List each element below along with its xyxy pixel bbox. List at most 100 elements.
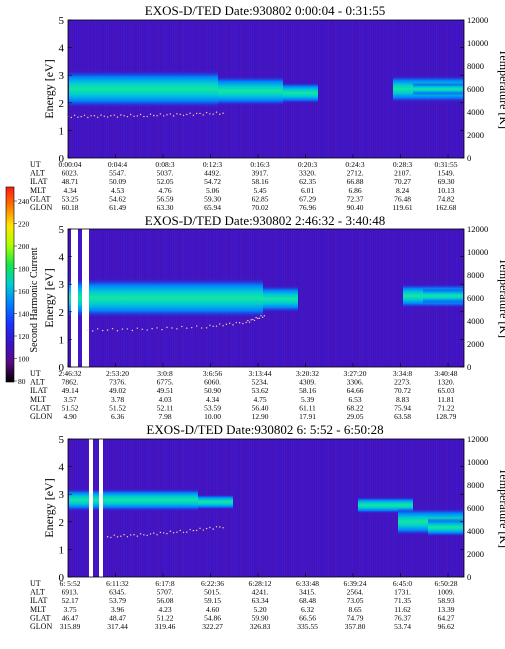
temperature-point <box>191 326 193 329</box>
orbit-table-cell: 8.65 <box>348 605 361 614</box>
orbit-table-cell: 4.75 <box>253 395 266 404</box>
orbit-table-cell: 62.85 <box>252 194 269 203</box>
energy-tick-label: 2 <box>59 98 65 110</box>
orbit-table-cell: 11.62 <box>394 605 411 614</box>
temperature-point <box>222 325 224 327</box>
cold-ion-band <box>428 518 463 537</box>
panel-3-temperature-ticks: 0 2000 4000 6000 8000 10000 12000 <box>467 434 488 582</box>
temperature-point <box>250 319 252 321</box>
orbit-table-cell: 66.88 <box>347 177 364 186</box>
temperature-point <box>101 329 104 332</box>
temperature-point <box>163 115 165 117</box>
temperature-point <box>196 325 198 327</box>
panel-1-spectrogram <box>67 20 464 158</box>
orbit-table-cell: 0:20:3 <box>298 160 317 169</box>
orbit-table-cell: 6060. <box>204 378 221 387</box>
orbit-table-cell: 56.40 <box>252 403 269 412</box>
orbit-table-cell: 56.08 <box>157 596 174 605</box>
temperature-point <box>136 115 138 117</box>
orbit-table-cell: 70.02 <box>252 203 269 212</box>
orbit-table-cell: 2564. <box>347 588 364 597</box>
cold-ion-band <box>263 285 298 313</box>
temperature-point <box>166 114 168 116</box>
orbit-table-cell: 6:33:48 <box>296 579 319 588</box>
orbit-table-cell: 50.90 <box>204 386 221 395</box>
temperature-point <box>189 528 191 531</box>
orbit-table-cell: 4309. <box>299 378 316 387</box>
temperature-point <box>219 323 221 325</box>
orbit-row-label: ILAT <box>30 386 47 395</box>
colorbar-tick-label: 100 <box>18 355 30 364</box>
orbit-table-cell: 3.57 <box>63 395 76 404</box>
temperature-point <box>116 116 119 118</box>
colorbar-tick-label: 80 <box>18 377 26 386</box>
temperature-point <box>179 113 181 116</box>
temperature-point <box>257 317 259 320</box>
data-gap <box>89 439 93 577</box>
temperature-point <box>139 533 142 535</box>
orbit-table-cell: 5547. <box>109 169 126 178</box>
temperature-point <box>189 112 191 114</box>
energy-tick-label: 1 <box>59 125 65 137</box>
orbit-table-cell: 322.27 <box>202 622 223 631</box>
temperature-point <box>186 327 188 329</box>
orbit-table-cell: 3306. <box>347 378 364 387</box>
temperature-point <box>146 534 148 537</box>
panel-1-temperature-axis-label: Temperature [K] <box>497 49 505 129</box>
temperature-point <box>161 328 163 331</box>
orbit-row-label: ILAT <box>30 177 47 186</box>
temperature-point <box>126 328 129 330</box>
temperature-point <box>156 115 158 117</box>
orbit-table-cell: 4.90 <box>63 412 76 421</box>
colorbar-tick-label: 160 <box>18 287 30 296</box>
orbit-table-cell: 51.52 <box>62 403 79 412</box>
orbit-table-cell: 60.18 <box>62 203 79 212</box>
orbit-table-cell: 4241. <box>252 588 269 597</box>
temperature-point <box>113 114 115 116</box>
temperature-point <box>83 114 86 117</box>
colorbar-scale <box>5 186 15 383</box>
temperature-point <box>171 327 173 329</box>
temperature-point <box>205 327 208 329</box>
orbit-table-cell: 6:39:24 <box>344 579 367 588</box>
temperature-point <box>202 529 204 531</box>
temperature-point <box>80 115 82 118</box>
temperature-point <box>141 328 143 331</box>
temperature-point <box>199 112 201 115</box>
cold-ion-band <box>69 69 218 109</box>
temperature-tick-label: 12000 <box>467 224 488 234</box>
orbit-table-cell: 0:31:55 <box>435 160 458 169</box>
temperature-point <box>121 328 124 330</box>
orbit-table-cell: 335.55 <box>297 622 318 631</box>
orbit-table-cell: 4.34 <box>63 186 76 195</box>
orbit-row-label: UT <box>30 369 41 378</box>
orbit-table-cell: 64.27 <box>438 613 455 622</box>
orbit-table-cell: 0:08:3 <box>155 160 174 169</box>
orbit-table-cell: 2712. <box>347 169 364 178</box>
orbit-table-cell: 63.34 <box>252 596 269 605</box>
orbit-table-cell: 74.79 <box>347 613 364 622</box>
temperature-point <box>263 315 266 317</box>
temperature-point <box>199 527 201 529</box>
orbit-table-cell: 74.82 <box>438 194 455 203</box>
colorbar-tick-label: 120 <box>18 332 30 341</box>
orbit-table-cell: 46.47 <box>62 613 79 622</box>
orbit-table-cell: 319.46 <box>155 622 176 631</box>
colorbar-tick-label: 200 <box>18 242 30 251</box>
orbit-row-label: MLT <box>30 186 46 195</box>
temperature-point <box>181 325 183 328</box>
orbit-table-cell: 58.93 <box>438 596 455 605</box>
orbit-row-label: ALT <box>30 588 45 597</box>
energy-tick-label: 3 <box>59 70 65 82</box>
temperature-point <box>87 329 89 331</box>
energy-tick-label: 5 <box>59 434 65 446</box>
orbit-row-label: MLT <box>30 395 46 404</box>
colorbar-tick-label: 140 <box>18 310 30 319</box>
orbit-table-cell: 0:00:04 <box>59 160 82 169</box>
orbit-row-label: GLON <box>30 203 52 212</box>
orbit-row-label: GLAT <box>30 403 51 412</box>
orbit-table-cell: 4.60 <box>206 605 219 614</box>
orbit-row-label: ALT <box>30 378 45 387</box>
orbit-row-label: GLAT <box>30 613 51 622</box>
temperature-point <box>87 116 89 119</box>
